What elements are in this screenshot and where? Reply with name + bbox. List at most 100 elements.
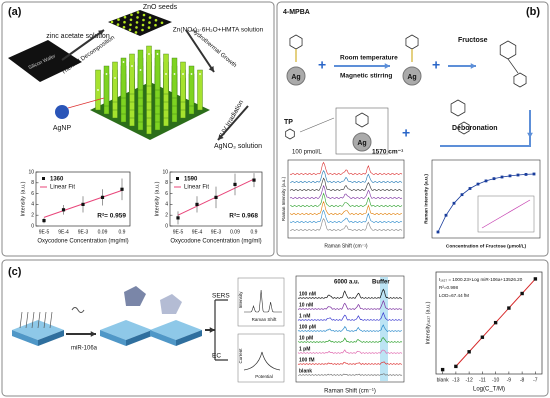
plot-frame <box>169 171 263 227</box>
seed <box>141 28 144 32</box>
curve-point <box>444 213 448 217</box>
bond <box>507 58 519 74</box>
label: Raman Shift <box>252 317 278 322</box>
ag-particle <box>402 66 422 86</box>
spectrum <box>289 177 402 191</box>
label: Ag <box>291 74 300 81</box>
point <box>507 306 511 310</box>
seed <box>116 23 120 26</box>
point <box>252 178 256 182</box>
spectrum <box>297 337 403 343</box>
seed <box>154 18 158 22</box>
spectrum-label: 100 pM <box>299 324 316 330</box>
seed <box>134 31 138 34</box>
seed <box>135 26 138 29</box>
agnp-dot <box>139 69 142 71</box>
plot-frame <box>435 271 543 375</box>
arrow-head <box>527 132 533 138</box>
y-axis-label: Intensity (a.u.) <box>154 181 160 216</box>
point <box>195 202 199 206</box>
x-tick-label: -12 <box>466 377 473 383</box>
spectrum <box>297 288 403 299</box>
agnp-dot <box>131 65 133 67</box>
label: SERS <box>212 293 230 300</box>
tp-box <box>335 107 389 155</box>
point <box>176 216 180 220</box>
seed <box>123 20 126 24</box>
label: Ag <box>407 74 416 81</box>
curve-point <box>484 179 488 183</box>
seed <box>129 18 133 22</box>
electrode-side <box>100 330 126 346</box>
seed <box>117 18 120 21</box>
label: miR-106a <box>71 346 98 352</box>
seed <box>148 21 151 24</box>
spectrum-label: 100 nM <box>299 291 316 297</box>
legend-entry: Linear Fit <box>50 185 75 191</box>
spectrum <box>289 161 403 175</box>
point <box>520 291 524 296</box>
curve-point <box>500 175 504 179</box>
equation: I₁₆₂₇ = 1000.23×Log miR-106a+13526.20 <box>439 277 523 282</box>
seed <box>142 13 146 17</box>
nanorod <box>188 65 195 107</box>
probe <box>25 311 29 329</box>
label: zinc acetate solution <box>46 33 110 40</box>
inset-sers <box>237 277 285 327</box>
label: (c) <box>8 266 22 278</box>
y-tick-label: 0 <box>165 223 168 229</box>
nanorod <box>112 61 118 103</box>
y-tick-label: 4 <box>31 202 34 208</box>
y-tick-label: 10 <box>28 169 34 175</box>
point <box>233 182 237 187</box>
spectrum-label: 1 nM <box>299 313 310 319</box>
pointer <box>67 97 105 109</box>
agnp-dot <box>97 89 99 91</box>
y-tick-label: 0 <box>31 223 34 229</box>
probe <box>49 311 53 329</box>
arrow <box>217 105 249 141</box>
arrow-head <box>208 66 214 72</box>
label: (b) <box>526 6 540 18</box>
agnp-dot <box>122 61 125 63</box>
benzene-ring <box>513 72 527 88</box>
ag-particle <box>286 66 306 86</box>
seed <box>128 28 132 32</box>
seed <box>142 18 145 22</box>
spectra-frame <box>287 159 405 239</box>
spectrum-label: 100 fM <box>299 357 315 363</box>
legend-marker <box>42 177 45 180</box>
label: Current <box>238 348 243 364</box>
pointer <box>299 117 335 133</box>
spectrum <box>290 217 403 231</box>
benzene-ring <box>458 121 470 135</box>
point <box>42 219 46 223</box>
x-tick-label: 9E-3 <box>78 229 89 235</box>
arrow-head <box>384 63 390 69</box>
label: ZnO seeds <box>143 4 178 11</box>
agnp-dot <box>105 73 108 75</box>
benzene-ring <box>285 128 295 140</box>
ag-particle <box>352 132 372 152</box>
y-tick-label: 8 <box>165 180 168 186</box>
seed <box>141 23 145 27</box>
y-axis-label: Intensity (a.u.) <box>20 181 26 216</box>
x-tick-label: 9E-5 <box>39 229 50 235</box>
label: Zn(NO₃)₂·6H₂O+HMTA solution <box>173 27 264 34</box>
agnp-dot <box>173 73 176 75</box>
r-squared: R²=0.998 <box>439 285 458 290</box>
branch <box>214 299 228 361</box>
label: Room temperature <box>340 55 398 62</box>
y-tick-label: 2 <box>165 213 168 219</box>
benzene-ring <box>355 112 369 128</box>
legend-entry: Linear Fit <box>184 185 209 191</box>
curve-point <box>452 201 456 205</box>
spectrum <box>289 200 403 215</box>
x-tick-label: -8 <box>520 377 525 383</box>
point <box>480 335 485 339</box>
point <box>493 320 498 325</box>
label: AgNO₃ solution <box>214 143 262 150</box>
arrow-head <box>90 331 96 337</box>
x-tick-label: -11 <box>479 377 486 383</box>
spectrum <box>289 169 403 183</box>
